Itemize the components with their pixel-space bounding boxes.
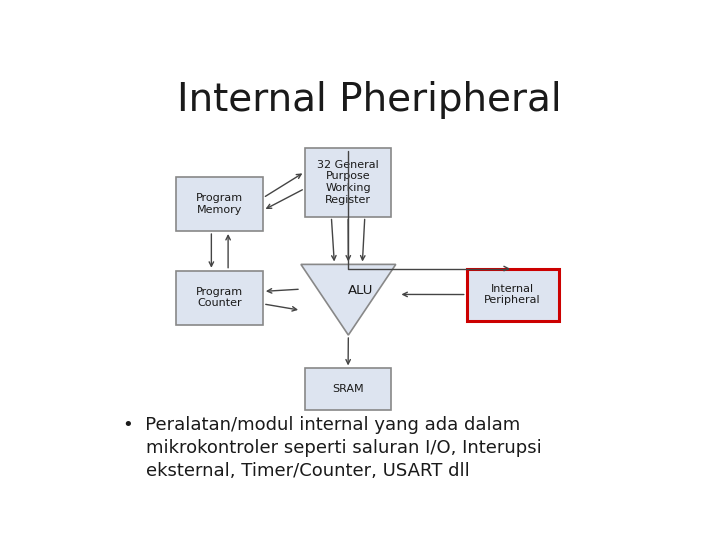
FancyBboxPatch shape [176,271,263,325]
Polygon shape [301,265,396,335]
Text: Program
Counter: Program Counter [196,287,243,308]
Text: Program
Memory: Program Memory [196,193,243,215]
Text: eksternal, Timer/Counter, USART dll: eksternal, Timer/Counter, USART dll [124,462,470,480]
Text: •  Peralatan/modul internal yang ada dalam: • Peralatan/modul internal yang ada dala… [124,416,521,434]
Text: mikrokontroler seperti saluran I/O, Interupsi: mikrokontroler seperti saluran I/O, Inte… [124,439,542,457]
FancyBboxPatch shape [305,368,392,410]
Text: SRAM: SRAM [332,384,364,394]
FancyBboxPatch shape [305,148,392,217]
FancyBboxPatch shape [176,177,263,231]
Text: Internal Pheripheral: Internal Pheripheral [176,82,562,119]
Text: Internal
Peripheral: Internal Peripheral [485,284,541,305]
FancyBboxPatch shape [467,268,559,321]
Text: ALU: ALU [348,285,373,298]
Text: 32 General
Purpose
Working
Register: 32 General Purpose Working Register [318,160,379,205]
